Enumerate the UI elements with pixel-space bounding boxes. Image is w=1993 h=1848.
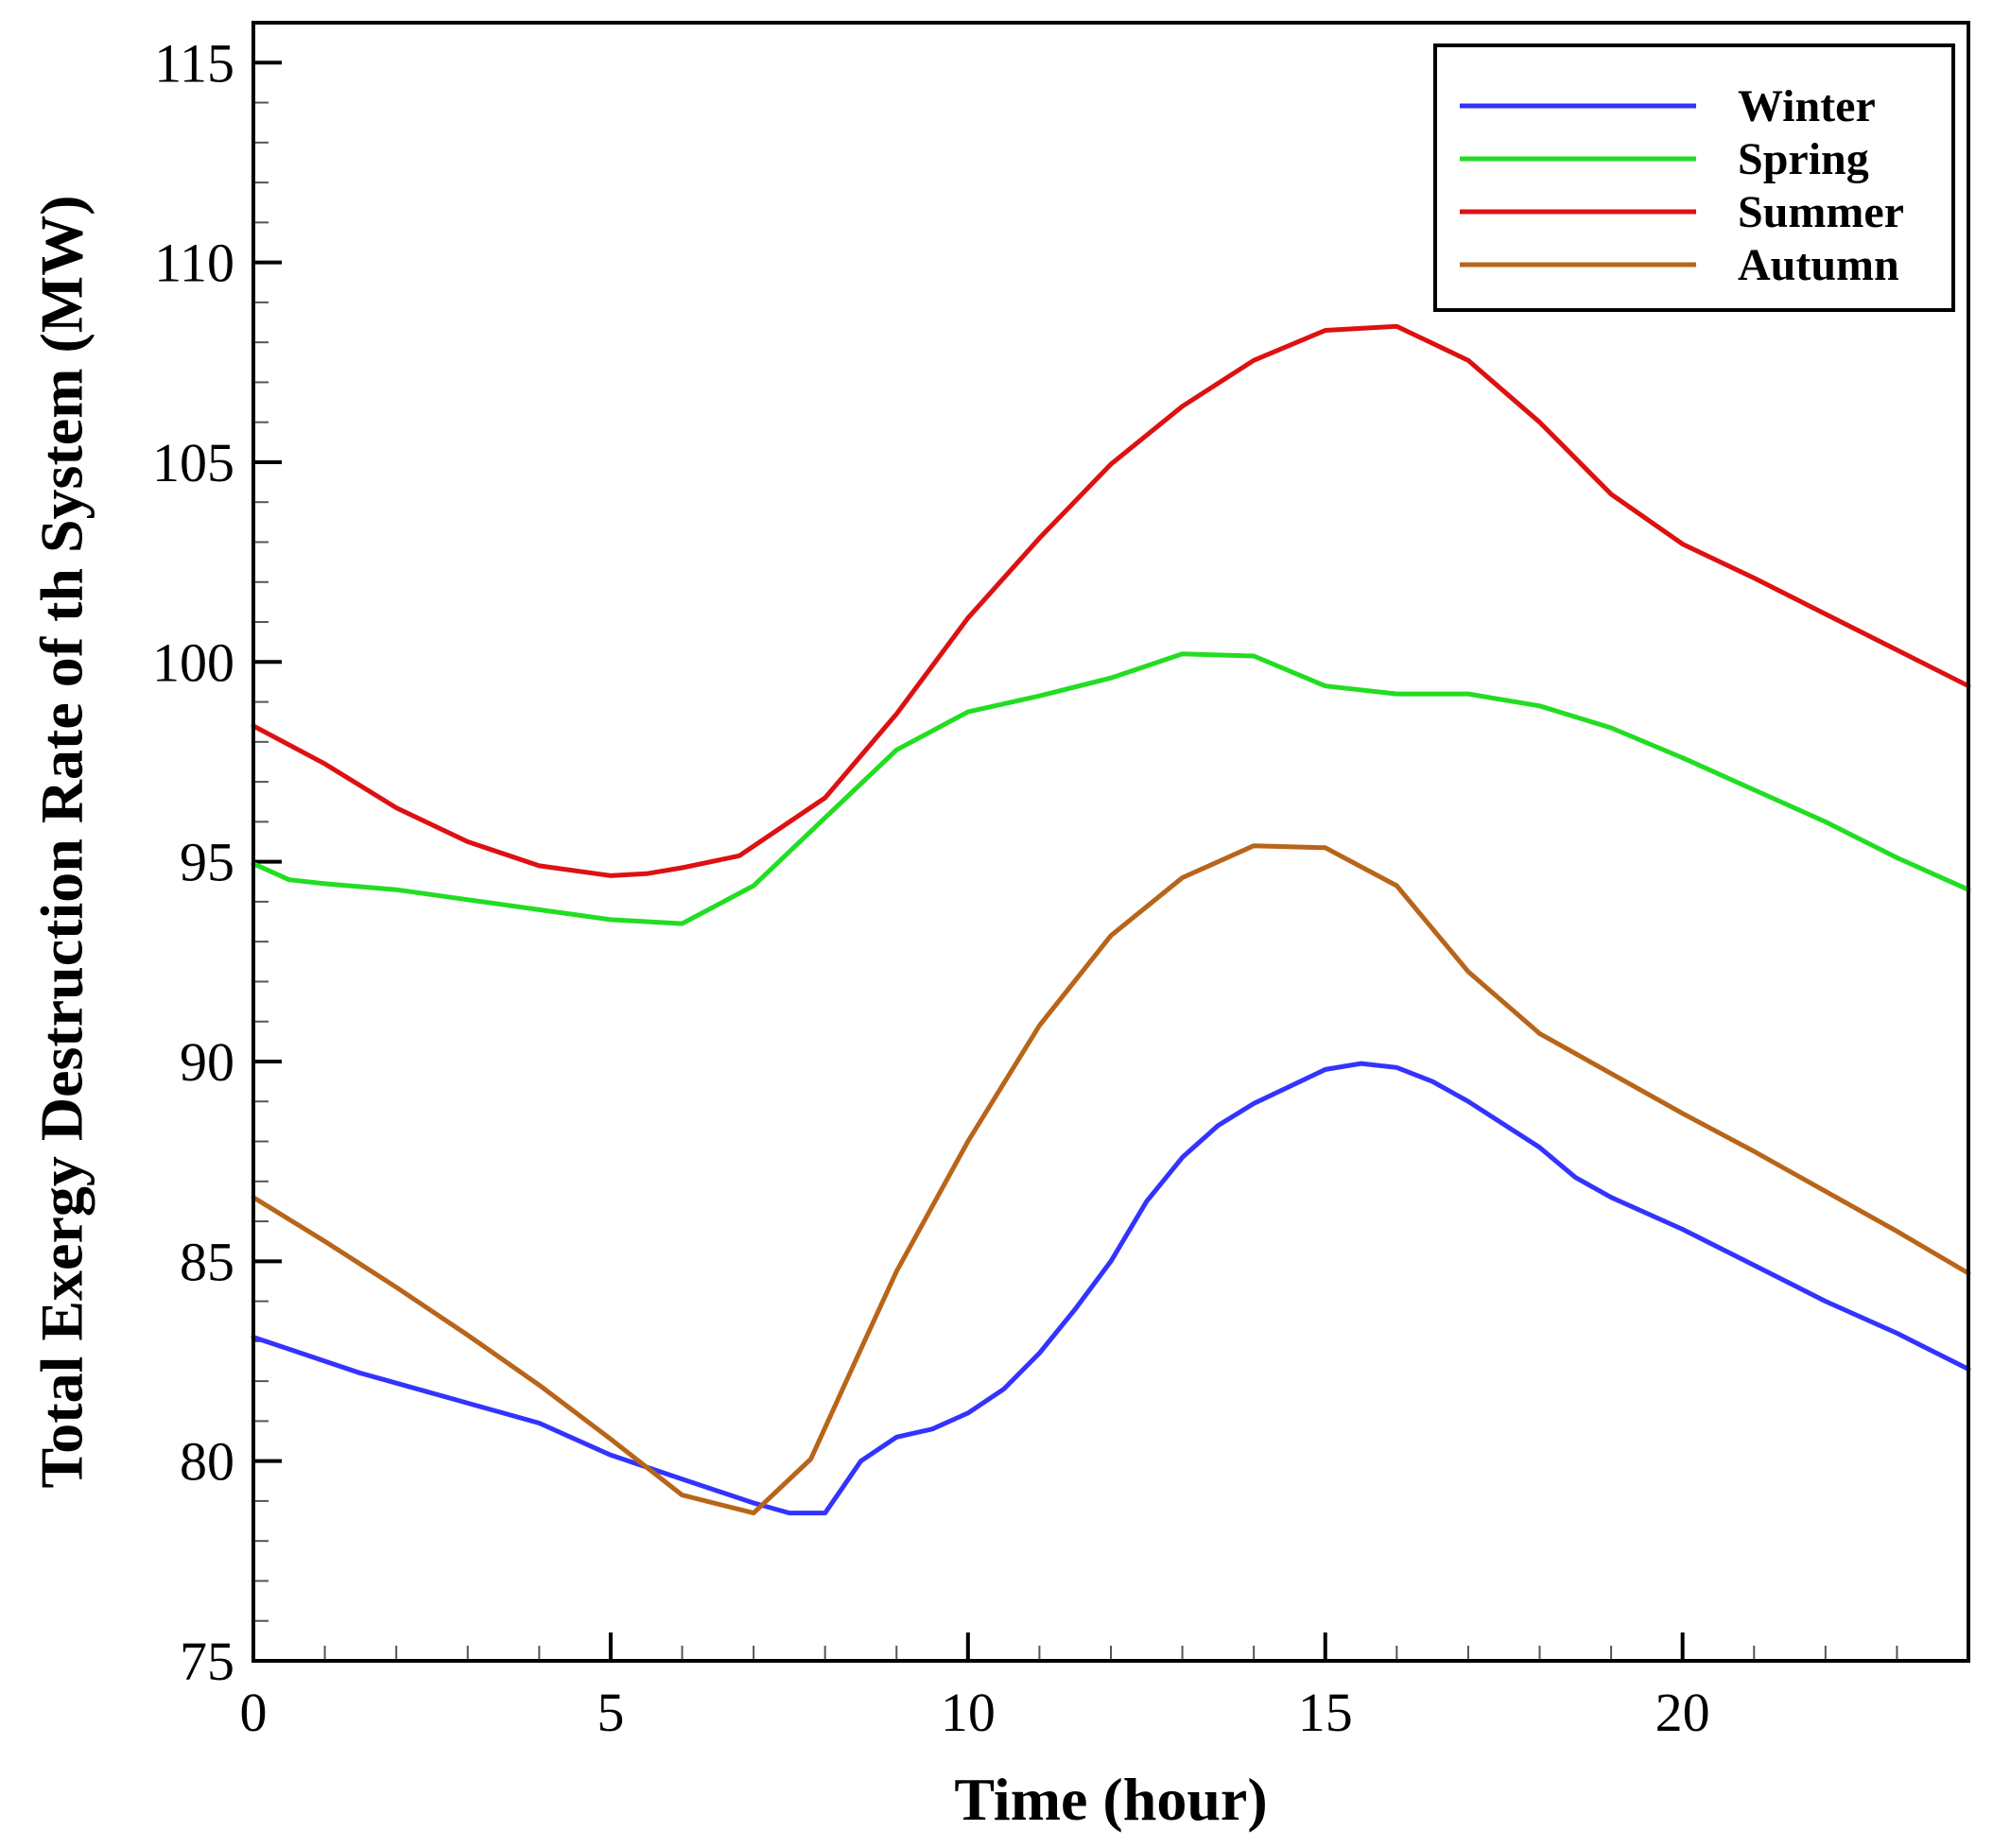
y-tick-label: 110	[154, 233, 234, 294]
x-tick-label: 0	[240, 1682, 268, 1743]
legend-label-winter: Winter	[1738, 81, 1876, 131]
x-tick-labels: 0 5 10 15 20	[240, 1682, 1710, 1743]
y-tick-label: 80	[180, 1431, 234, 1493]
minor-ticks	[253, 101, 1898, 1661]
x-tick-label: 15	[1298, 1682, 1353, 1743]
legend-label-spring: Spring	[1738, 134, 1869, 184]
series-line-autumn	[251, 843, 1971, 1516]
y-tick-label: 105	[152, 432, 234, 493]
y-tick-label: 90	[180, 1031, 234, 1093]
x-tick-label: 5	[597, 1682, 624, 1743]
y-tick-labels: 75 80 85 90 95 100 105 110 115	[152, 32, 234, 1692]
y-tick-label: 95	[180, 832, 234, 893]
y-axis-title: Total Exergy Destruction Rate of th Syst…	[28, 195, 95, 1488]
legend-label-autumn: Autumn	[1738, 240, 1899, 290]
series-line-spring	[251, 651, 1971, 926]
x-tick-label: 10	[941, 1682, 996, 1743]
legend-label-summer: Summer	[1738, 187, 1904, 237]
y-tick-label: 85	[180, 1231, 234, 1292]
series-line-summer	[251, 323, 1971, 878]
x-tick-label: 20	[1655, 1682, 1710, 1743]
series-lines	[251, 323, 1971, 1516]
series-line-winter	[251, 1061, 1971, 1516]
plot-frame	[251, 21, 1970, 1663]
x-axis-title: Time (hour)	[954, 1766, 1267, 1833]
y-tick-label: 115	[154, 32, 234, 94]
y-tick-label: 100	[152, 631, 234, 693]
y-tick-label: 75	[180, 1631, 234, 1692]
